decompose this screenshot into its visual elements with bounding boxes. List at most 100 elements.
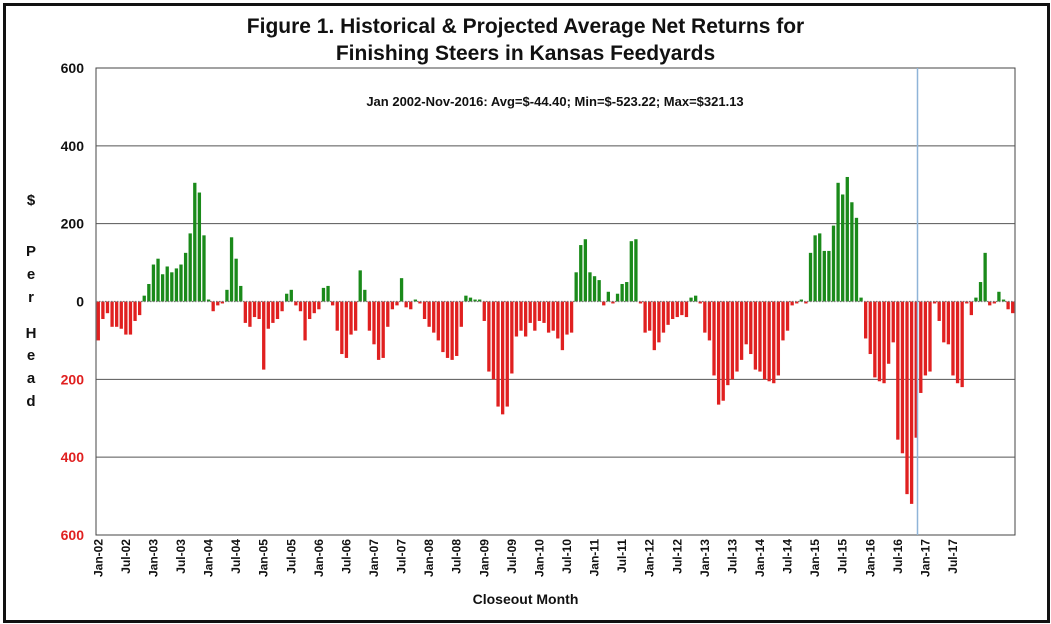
bar xyxy=(312,301,316,314)
bar xyxy=(353,301,358,331)
bar xyxy=(556,301,560,339)
chart-title-line2: Finishing Steers in Kansas Feedyards xyxy=(335,42,716,65)
bar xyxy=(372,301,376,345)
bar xyxy=(165,266,169,302)
bar xyxy=(220,301,225,304)
bar xyxy=(243,301,247,323)
bar xyxy=(280,301,284,312)
bar xyxy=(432,301,436,333)
x-tick-label: Jan-03 xyxy=(146,539,160,577)
bar xyxy=(992,301,996,304)
bar xyxy=(404,301,408,308)
bar xyxy=(588,272,592,302)
bar xyxy=(592,276,597,302)
bar xyxy=(528,301,532,323)
bar xyxy=(340,301,344,355)
bar xyxy=(156,258,160,302)
bar xyxy=(110,301,114,327)
x-tick-label: Jul-06 xyxy=(339,539,353,574)
bar xyxy=(468,297,473,302)
y-axis-label-letter: d xyxy=(26,393,36,410)
bar xyxy=(303,301,307,341)
bar xyxy=(427,301,431,327)
bar xyxy=(234,258,238,302)
bar xyxy=(239,285,243,302)
x-tick-label: Jul-10 xyxy=(560,539,574,574)
bar xyxy=(211,301,215,312)
bar xyxy=(202,235,206,302)
bar xyxy=(716,301,721,405)
bar xyxy=(841,194,845,302)
y-tick-label: 200 xyxy=(61,371,85,387)
bar xyxy=(620,283,624,302)
bar xyxy=(813,235,817,302)
bar xyxy=(183,252,188,302)
bar xyxy=(533,301,537,331)
bar xyxy=(946,301,951,345)
bar xyxy=(712,301,716,376)
bar xyxy=(308,301,312,320)
bar xyxy=(657,301,661,343)
bar xyxy=(960,301,964,388)
bar xyxy=(501,301,505,415)
bar xyxy=(652,301,656,351)
x-tick-label: Jul-11 xyxy=(615,539,629,573)
bar xyxy=(785,301,790,331)
bar xyxy=(790,301,794,306)
bar xyxy=(115,301,119,327)
bar xyxy=(1006,301,1010,310)
bar xyxy=(974,297,978,302)
bar xyxy=(537,301,542,321)
x-tick-label: Jan-13 xyxy=(698,539,712,577)
bar xyxy=(271,301,275,323)
bar xyxy=(730,301,735,380)
bar xyxy=(914,301,918,438)
bar xyxy=(289,289,293,302)
bar xyxy=(262,301,266,370)
bar xyxy=(395,301,399,306)
bar xyxy=(257,301,261,320)
y-tick-label: 600 xyxy=(61,60,85,76)
bar xyxy=(367,301,372,331)
bar xyxy=(758,301,762,372)
bar xyxy=(675,301,679,318)
bar xyxy=(496,301,500,407)
x-tick-label: Jan-02 xyxy=(91,539,105,577)
bar xyxy=(138,301,142,316)
bar xyxy=(225,289,229,302)
bar xyxy=(206,299,211,302)
bar xyxy=(464,295,468,302)
bar xyxy=(390,301,395,310)
x-tick-label: Jul-04 xyxy=(229,539,243,574)
bar xyxy=(749,301,753,355)
bar xyxy=(721,301,725,401)
bar xyxy=(643,301,647,333)
bar xyxy=(629,241,633,302)
bar xyxy=(252,301,257,318)
bar xyxy=(666,301,670,325)
bar xyxy=(611,301,615,304)
bar xyxy=(965,301,969,304)
x-tick-label: Jan-17 xyxy=(918,539,932,577)
x-tick-label: Jul-12 xyxy=(670,539,684,574)
bar xyxy=(96,301,100,341)
x-tick-label: Jul-17 xyxy=(946,539,960,574)
bar xyxy=(955,301,960,384)
bar xyxy=(188,233,192,302)
bar xyxy=(831,225,836,302)
bar xyxy=(275,301,280,320)
bar xyxy=(744,301,748,345)
bar xyxy=(569,301,574,333)
bar xyxy=(818,233,822,302)
bar xyxy=(179,264,183,302)
bar xyxy=(1011,301,1015,314)
bar xyxy=(845,176,849,302)
bar xyxy=(193,182,197,302)
bar xyxy=(409,301,413,310)
x-tick-label: Jan-12 xyxy=(643,539,657,577)
bar xyxy=(882,301,886,384)
bar xyxy=(896,301,900,440)
x-tick-label: Jul-16 xyxy=(891,539,905,574)
x-tick-label: Jan-09 xyxy=(477,539,491,577)
